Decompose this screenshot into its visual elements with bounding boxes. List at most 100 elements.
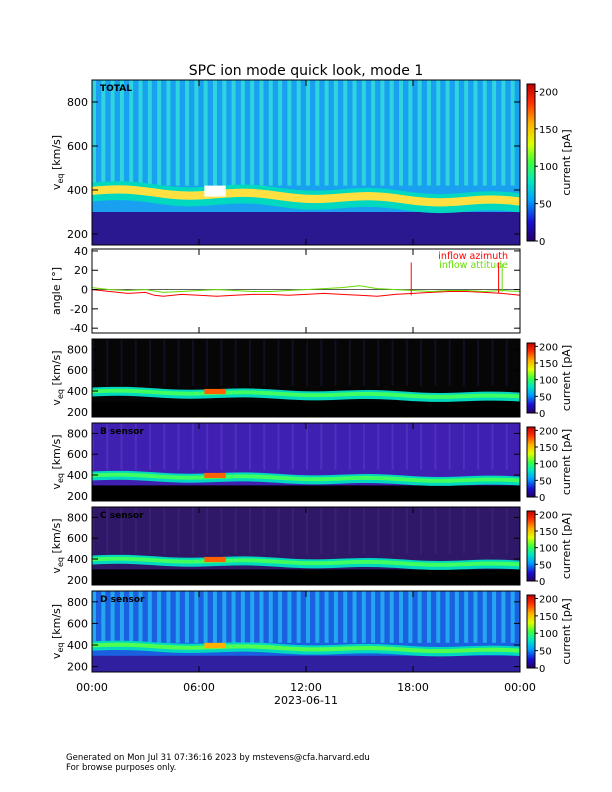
heatmap-column xyxy=(448,423,451,470)
colorbar xyxy=(526,83,536,242)
heatmap-column xyxy=(389,591,394,643)
heatmap-column xyxy=(191,339,194,386)
heatmap-column xyxy=(291,339,294,386)
heatmap-column xyxy=(445,591,450,643)
y-tick-label: 800 xyxy=(67,343,88,356)
heatmap-column xyxy=(361,80,366,186)
x-tick-label: 18:00 xyxy=(397,681,429,694)
heatmap-column xyxy=(473,80,478,186)
heatmap-column xyxy=(492,80,497,186)
heatmap-column xyxy=(277,507,280,554)
heatmap-column xyxy=(405,507,408,554)
heatmap-column xyxy=(129,80,134,186)
heatmap-column xyxy=(343,591,348,643)
heatmap-column xyxy=(92,591,96,643)
heatmap-column xyxy=(391,339,394,386)
heatmap-column xyxy=(138,80,143,186)
y-tick-label: 200 xyxy=(67,574,88,587)
heatmap-column xyxy=(296,80,301,186)
y-axis-label: veq [km/s] xyxy=(50,135,65,190)
x-axis-label: 2023-06-11 xyxy=(274,694,338,707)
y-tick-label: 800 xyxy=(67,511,88,524)
colorbar-tick-label: 150 xyxy=(539,443,558,454)
heatmap-column xyxy=(464,80,469,186)
colorbar-tick-label: 100 xyxy=(539,162,558,173)
heatmap-column xyxy=(231,80,236,186)
heatmap-column xyxy=(361,591,366,643)
heatmap-column xyxy=(334,423,337,470)
heatmap-column xyxy=(491,339,494,386)
heatmap-column xyxy=(363,423,366,470)
heatmap-column xyxy=(268,80,273,186)
heatmap-column xyxy=(320,423,323,470)
footer-browse: For browse purposes only. xyxy=(66,763,177,773)
colorbar-tick-label: 200 xyxy=(539,342,558,353)
heatmap-column xyxy=(191,507,194,554)
heatmap-column xyxy=(377,423,380,470)
heatmap-column xyxy=(177,339,180,386)
heatmap-column xyxy=(206,507,209,554)
heatmap-column xyxy=(333,80,338,186)
heatmap-column xyxy=(434,339,437,386)
heatmap-column xyxy=(177,423,180,470)
y-tick-label: 400 xyxy=(67,469,88,482)
heatmap-column xyxy=(510,591,515,643)
heatmap-column xyxy=(134,507,137,554)
heatmap-column xyxy=(206,423,209,470)
heatmap-column xyxy=(149,339,152,386)
colorbar-tick-label: 0 xyxy=(539,237,545,248)
y-tick-label: 200 xyxy=(67,490,88,503)
heatmap-column xyxy=(380,80,385,186)
heatmap-column xyxy=(175,591,180,643)
heatmap-column xyxy=(248,339,251,386)
heatmap-column xyxy=(278,80,283,186)
heatmap-column xyxy=(119,80,124,186)
colorbar-tick-label: 100 xyxy=(539,460,558,471)
colorbar-tick-label: 0 xyxy=(539,493,545,504)
heatmap-column xyxy=(505,507,508,554)
panel-0: TOTAL 200 400 600 800 veq [km/s] 0 50 100 150 200 c… xyxy=(50,79,573,248)
heatmap-column xyxy=(420,507,423,554)
heatmap-column xyxy=(185,591,190,643)
colorbar xyxy=(526,426,536,498)
heatmap-column xyxy=(166,591,171,643)
y-tick-label: 600 xyxy=(67,364,88,377)
heatmap-column xyxy=(248,507,251,554)
heatmap-column xyxy=(454,591,459,643)
heatmap-column xyxy=(240,591,245,643)
heatmap-column xyxy=(389,80,394,186)
heatmap-column xyxy=(120,339,123,386)
y-tick-label: 800 xyxy=(67,596,88,609)
panel-label: C sensor xyxy=(100,511,144,521)
colorbar-label: current [pA] xyxy=(560,513,573,579)
heatmap-column xyxy=(212,591,217,643)
colorbar-tick-label: 150 xyxy=(539,359,558,370)
heatmap-column xyxy=(434,423,437,470)
heatmap-column xyxy=(334,507,337,554)
y-tick-label: 600 xyxy=(67,448,88,461)
heatmap-column xyxy=(420,339,423,386)
heatmap-column xyxy=(505,423,508,470)
heatmap-column xyxy=(277,423,280,470)
panel-label: TOTAL xyxy=(100,84,132,94)
heatmap-column xyxy=(501,80,506,186)
heatmap-hot-spot xyxy=(204,642,226,649)
heatmap-column xyxy=(477,507,480,554)
heatmap-column xyxy=(92,507,94,554)
heatmap-column xyxy=(306,507,308,554)
heatmap-column xyxy=(315,80,320,186)
heatmap-column xyxy=(263,507,266,554)
heatmap-column xyxy=(491,507,494,554)
heatmap-column xyxy=(120,423,123,470)
x-tick-label: 00:00 xyxy=(76,681,108,694)
heatmap-column xyxy=(291,423,294,470)
heatmap-column xyxy=(92,423,94,470)
heatmap-column xyxy=(320,339,323,386)
heatmap-column xyxy=(473,591,478,643)
heatmap-column xyxy=(222,591,227,643)
colorbar xyxy=(526,594,536,669)
y-tick-label: 0 xyxy=(81,284,88,297)
panel-label: B sensor xyxy=(100,427,144,437)
heatmap-column xyxy=(462,339,465,386)
